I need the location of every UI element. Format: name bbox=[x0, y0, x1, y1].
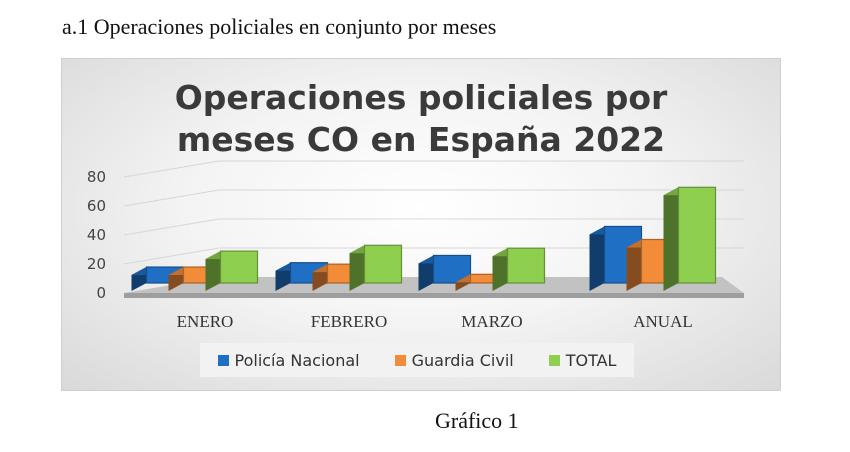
section-heading: a.1 Operaciones policiales en conjunto p… bbox=[62, 14, 497, 39]
x-tick-label: ENERO bbox=[177, 312, 234, 331]
legend-item: Policía Nacional bbox=[217, 350, 360, 370]
chart-plot: 0 20 40 60 80 ENERO FEBRERO MARZO ANUAL bbox=[87, 160, 744, 331]
x-tick-label: FEBRERO bbox=[311, 312, 388, 331]
y-tick-label: 80 bbox=[87, 168, 106, 186]
legend-label: Guardia Civil bbox=[411, 350, 514, 370]
chart-panel: Operaciones policiales por meses CO en E… bbox=[61, 58, 781, 391]
legend-swatch bbox=[548, 354, 560, 366]
legend-item: Guardia Civil bbox=[394, 350, 514, 370]
bar-marzo-policía-nacional bbox=[432, 254, 472, 284]
y-tick-label: 60 bbox=[87, 197, 106, 215]
legend-label: Policía Nacional bbox=[234, 350, 360, 370]
bar-febrero-total-side bbox=[349, 245, 365, 291]
bar-anual-policía-nacional-side bbox=[589, 226, 605, 291]
gridline-side bbox=[123, 247, 220, 265]
bar-marzo-total bbox=[506, 247, 546, 284]
bar-enero-total-side bbox=[205, 251, 221, 291]
gridline-side bbox=[123, 218, 220, 236]
legend-item: TOTAL bbox=[548, 350, 617, 370]
x-tick-label: MARZO bbox=[461, 312, 522, 331]
x-tick-label: ANUAL bbox=[633, 312, 693, 331]
bar-anual-total bbox=[677, 186, 717, 284]
y-tick-label: 20 bbox=[87, 255, 106, 273]
legend-swatch bbox=[394, 354, 406, 366]
chart-title-line-1: Operaciones policiales por bbox=[174, 78, 668, 117]
legend-swatch bbox=[217, 354, 229, 366]
bar-anual-total-side bbox=[663, 187, 679, 291]
gridline-side bbox=[123, 160, 220, 178]
y-tick-label: 0 bbox=[96, 284, 106, 302]
gridline-side bbox=[123, 189, 220, 207]
bar-febrero-total bbox=[363, 244, 403, 284]
bar-marzo-total-side bbox=[492, 248, 508, 291]
bar-anual-guardia-civil-side bbox=[626, 239, 642, 291]
bar-enero-total bbox=[219, 250, 259, 284]
y-tick-label: 40 bbox=[87, 226, 106, 244]
chart-title-line-2: meses CO en España 2022 bbox=[176, 120, 666, 159]
figure-caption: Gráfico 1 bbox=[435, 408, 519, 433]
bar-marzo-policía-nacional-side bbox=[418, 255, 434, 291]
chart-legend: Policía Nacional Guardia Civil TOTAL bbox=[200, 343, 634, 377]
legend-label: TOTAL bbox=[565, 350, 617, 370]
chart-floor bbox=[124, 293, 744, 298]
